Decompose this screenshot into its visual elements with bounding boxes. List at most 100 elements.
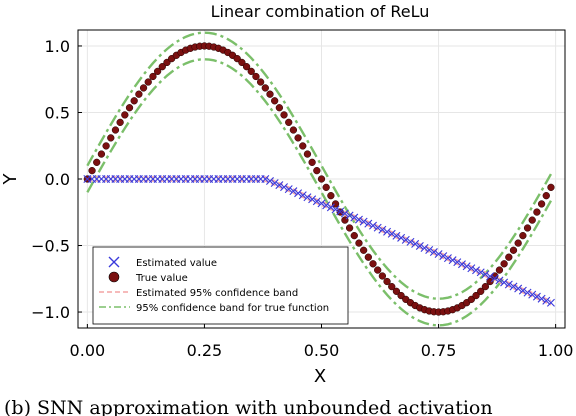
estimated-value-point bbox=[476, 268, 485, 277]
true-value-point bbox=[135, 90, 143, 98]
true-value-point bbox=[111, 126, 120, 134]
true-value-point bbox=[350, 231, 358, 240]
true-value-point bbox=[495, 266, 504, 274]
true-value-point bbox=[107, 134, 115, 142]
true-band-line bbox=[86, 31, 552, 300]
true-value-point bbox=[374, 266, 382, 274]
x-axis-label: X bbox=[314, 366, 326, 387]
y-tick-label: 1.0 bbox=[45, 37, 70, 56]
estimated-value-point bbox=[322, 201, 331, 210]
true-value-point bbox=[313, 167, 321, 175]
estimated-value-point bbox=[411, 239, 420, 248]
legend-entry-true-band: 95% confidence band for true function bbox=[99, 303, 329, 314]
true-value-point bbox=[322, 183, 330, 192]
grid bbox=[78, 30, 565, 328]
estimated-value-point bbox=[415, 241, 424, 250]
estimated-value-point bbox=[425, 246, 434, 254]
legend-entry-estimated-band: Estimated 95% confidence band bbox=[99, 288, 298, 299]
true-value-point bbox=[388, 282, 396, 291]
estimated-value-point bbox=[546, 298, 555, 307]
legend-box bbox=[92, 246, 349, 325]
estimated-value-point bbox=[462, 262, 471, 271]
true-value-point bbox=[523, 224, 532, 232]
true-value-point bbox=[383, 277, 391, 286]
true-value-point bbox=[266, 90, 274, 98]
true-value-point bbox=[275, 104, 284, 112]
estimated-value-point bbox=[294, 189, 303, 198]
x-tick-label: 0.00 bbox=[70, 341, 106, 360]
estimated-value-point bbox=[453, 258, 462, 267]
true-value-point bbox=[486, 277, 494, 286]
true-value-point bbox=[271, 97, 279, 105]
true-value-point bbox=[247, 67, 255, 76]
estimated-value-point bbox=[429, 248, 438, 257]
true-value-point bbox=[88, 167, 96, 175]
true-value-point bbox=[331, 200, 340, 208]
true-value-point bbox=[392, 287, 401, 295]
true-value-point bbox=[144, 78, 152, 86]
estimated-value-point bbox=[443, 254, 452, 263]
true-value-point bbox=[93, 158, 101, 166]
estimated-value-point bbox=[434, 250, 443, 259]
true-value-point bbox=[509, 246, 518, 254]
true-value-point bbox=[355, 239, 363, 247]
estimated-value-point bbox=[532, 292, 541, 301]
true-value-point bbox=[505, 253, 513, 261]
estimated-value-point bbox=[354, 215, 363, 224]
estimated-value-point bbox=[392, 231, 401, 240]
estimated-value-point bbox=[514, 284, 523, 293]
estimated-value-series bbox=[83, 175, 555, 307]
true-value-point bbox=[242, 63, 251, 71]
estimated-value-point bbox=[308, 195, 317, 204]
estimated-value-point bbox=[359, 217, 368, 226]
estimated-value-point bbox=[373, 223, 382, 232]
estimated-value-point bbox=[528, 290, 537, 299]
y-tick-label: 0.0 bbox=[45, 170, 70, 189]
true-value-point bbox=[256, 78, 265, 86]
legend-label-true-value: True value bbox=[135, 273, 188, 284]
legend-x-marker bbox=[108, 256, 120, 268]
true-value-point bbox=[528, 216, 536, 224]
legend-label-estimated-band: Estimated 95% confidence band bbox=[136, 288, 298, 299]
estimated-value-point bbox=[326, 203, 335, 212]
estimated-value-point bbox=[331, 205, 340, 214]
true-value-point bbox=[97, 150, 106, 158]
true-value-point bbox=[289, 126, 298, 134]
estimated-value-point bbox=[542, 296, 551, 305]
true-value-point bbox=[299, 142, 307, 150]
y-axis-label: Y bbox=[0, 173, 21, 186]
true-value-point bbox=[537, 200, 546, 208]
estimated-value-point bbox=[518, 286, 527, 295]
true-value-point bbox=[261, 84, 269, 92]
estimated-value-point bbox=[303, 193, 312, 202]
estimated-value-point bbox=[481, 270, 490, 279]
true-value-point bbox=[369, 260, 377, 268]
true-value-point bbox=[116, 118, 124, 127]
estimated-value-point bbox=[298, 191, 307, 200]
true-band-line bbox=[86, 58, 552, 327]
true-value-point bbox=[149, 72, 157, 81]
x-tick-label: 0.25 bbox=[187, 341, 223, 360]
true-value-point bbox=[542, 192, 550, 200]
legend-circle-marker bbox=[108, 271, 120, 283]
estimated-value-point bbox=[420, 243, 429, 252]
legend-entry-estimated-value: Estimated value bbox=[108, 256, 217, 269]
estimated-value-point bbox=[472, 266, 481, 275]
true-value-point bbox=[364, 253, 372, 261]
estimated-value-point bbox=[486, 272, 495, 281]
legend-label-true-band: 95% confidence band for true function bbox=[136, 303, 329, 314]
estimated-value-point bbox=[509, 282, 518, 291]
estimated-value-point bbox=[378, 225, 387, 234]
true-value-point bbox=[378, 272, 387, 280]
estimated-value-point bbox=[467, 264, 476, 273]
estimated-value-point bbox=[383, 227, 392, 236]
true-value-point bbox=[121, 111, 129, 119]
true-value-point bbox=[533, 208, 541, 216]
true-value-point bbox=[472, 291, 480, 300]
figure-caption: (b) SNN approximation with unbounded act… bbox=[4, 397, 493, 416]
true-value-point bbox=[125, 104, 134, 112]
true-value-point bbox=[547, 183, 555, 192]
true-value-point bbox=[130, 97, 138, 105]
estimated-value-point bbox=[345, 211, 354, 220]
